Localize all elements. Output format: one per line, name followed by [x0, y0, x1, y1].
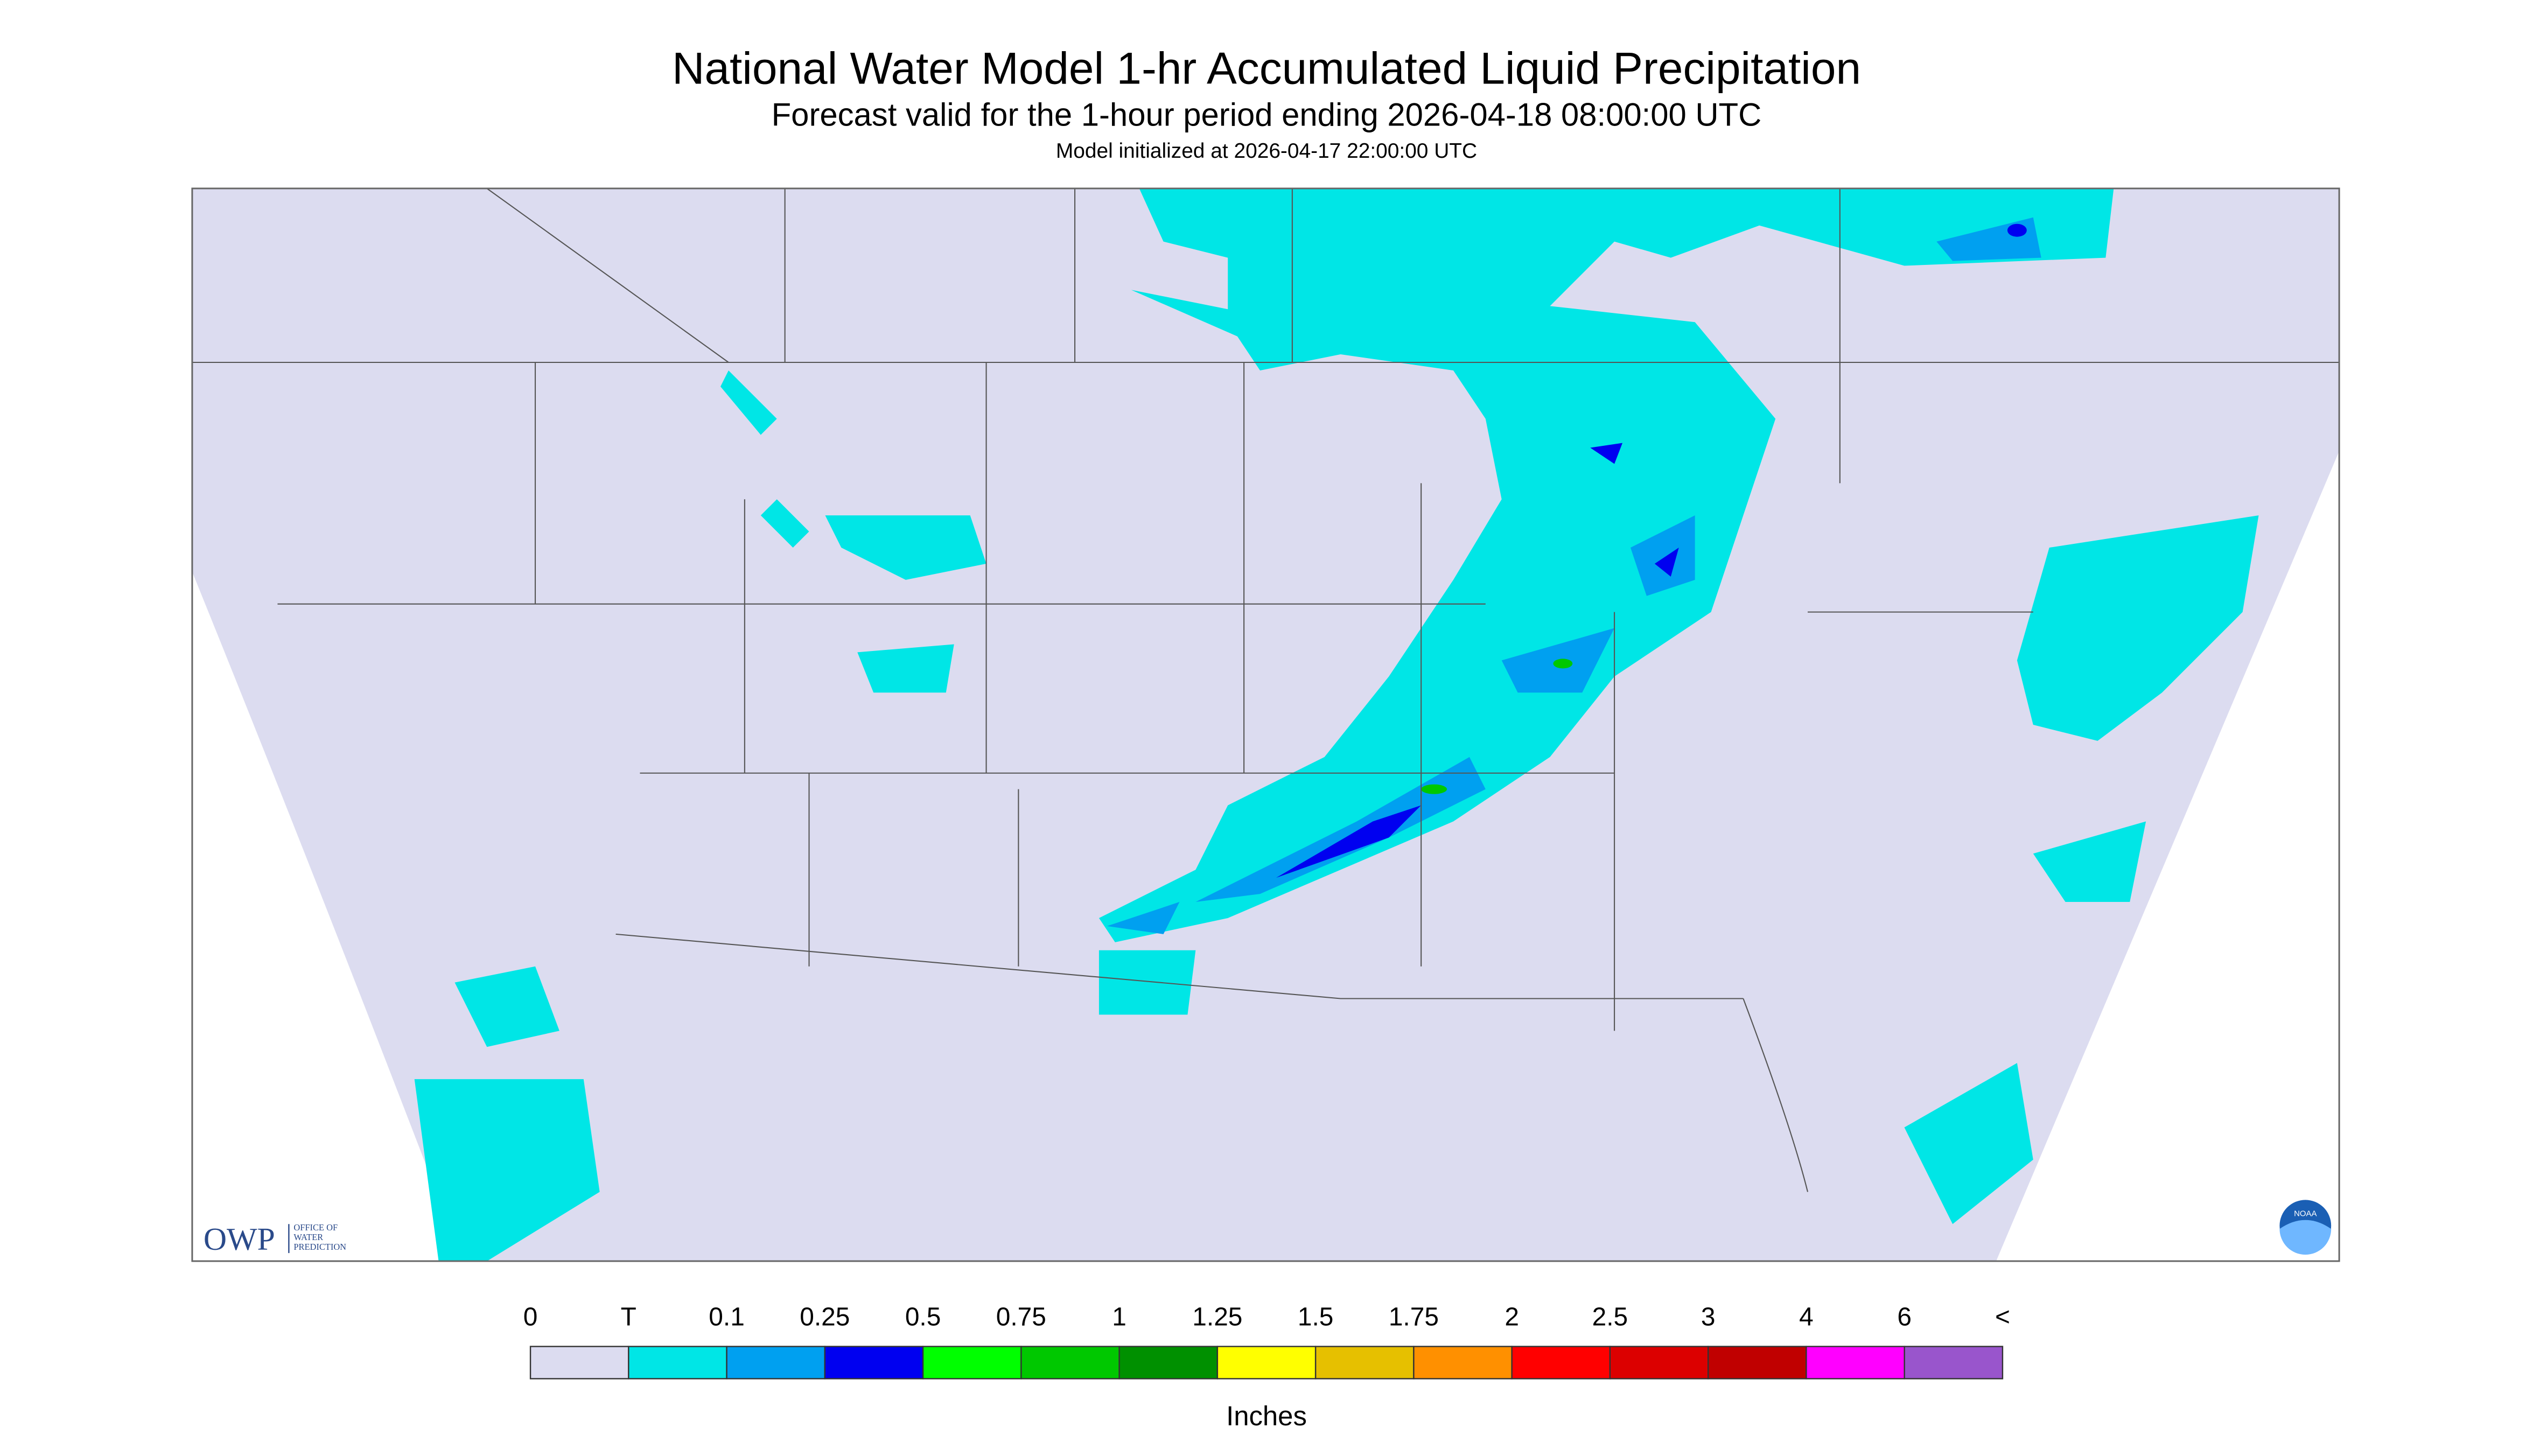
legend-unit: Inches: [1226, 1401, 1307, 1431]
boundaries: [191, 187, 2340, 1262]
legend-swatch: [628, 1346, 727, 1380]
legend-label: 3: [1701, 1303, 1716, 1332]
legend-label: 1.75: [1389, 1303, 1439, 1332]
legend-label: 0: [523, 1303, 538, 1332]
legend-label: 0.5: [905, 1303, 941, 1332]
legend-label: 1.25: [1192, 1303, 1242, 1332]
legend-label: 0.75: [996, 1303, 1046, 1332]
precip-areas: [1421, 659, 1573, 794]
legend-swatch: [1020, 1346, 1120, 1380]
legend-label: 1.5: [1298, 1303, 1334, 1332]
noaa-logo: NOAA: [2279, 1200, 2332, 1255]
legend-swatch: [1609, 1346, 1709, 1380]
legend-swatch: [1413, 1346, 1513, 1380]
title: National Water Model 1-hr Accumulated Li…: [672, 43, 1861, 94]
legend-label: 0.25: [800, 1303, 850, 1332]
legend-swatch: [529, 1346, 629, 1380]
owp-office: PREDICTION: [293, 1242, 346, 1252]
legend-label: 2: [1505, 1303, 1519, 1332]
legend-label: 0.1: [709, 1303, 745, 1332]
precip-areas: [414, 188, 2259, 1262]
legend-swatch: [1216, 1346, 1317, 1380]
legend-swatch: [1314, 1346, 1415, 1380]
owp-office: WATER: [293, 1232, 323, 1242]
legend-swatch: [726, 1346, 826, 1380]
legend-swatch: [1707, 1346, 1807, 1380]
legend-label: 4: [1799, 1303, 1814, 1332]
noaa-text: NOAA: [2294, 1209, 2317, 1218]
legend-swatch: [1904, 1346, 2004, 1380]
map: [191, 187, 2340, 1262]
legend: 0 T 0.1 0.25 0.5 0.75 1 1.25 1.5 1.75 2 2.5 3 4 6 <: [523, 1303, 2010, 1380]
precip-areas: [1276, 223, 2027, 878]
subtitle: Forecast valid for the 1-hour period end…: [772, 96, 1762, 132]
map-edge: [1996, 451, 2340, 1262]
owp-office: OFFICE OF: [293, 1222, 338, 1233]
legend-swatch: [1806, 1346, 1905, 1380]
legend-label: 1: [1112, 1303, 1126, 1332]
owp-text: OWP: [204, 1221, 275, 1257]
map-edge: [192, 571, 463, 1262]
legend-swatch: [1118, 1346, 1219, 1380]
legend-label: T: [621, 1303, 636, 1332]
owp-logo: OWP OFFICE OF WATER PREDICTION: [204, 1221, 346, 1257]
legend-swatch: [824, 1346, 924, 1380]
legend-swatch: [1511, 1346, 1611, 1380]
legend-swatch: [922, 1346, 1022, 1380]
legend-label: <: [1995, 1303, 2010, 1332]
legend-label: 6: [1897, 1303, 1912, 1332]
init-time: Model initialized at 2026-04-17 22:00:00…: [1056, 139, 1477, 163]
legend-label: 2.5: [1592, 1303, 1628, 1332]
